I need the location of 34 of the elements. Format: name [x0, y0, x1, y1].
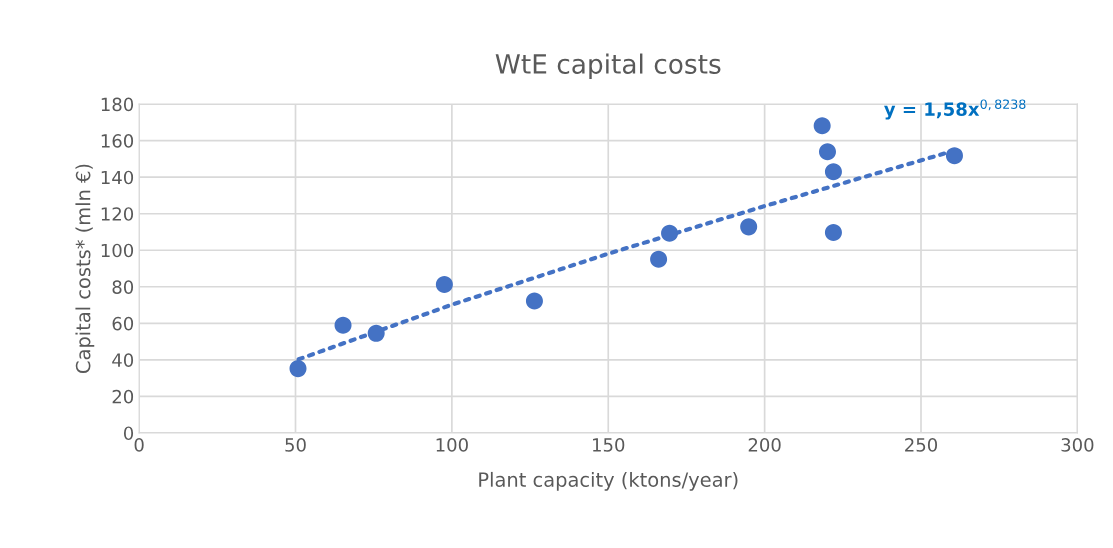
point	[650, 250, 668, 268]
x-tick-label: 150	[593, 438, 625, 452]
point	[661, 224, 679, 242]
point	[367, 324, 385, 342]
x-tick-label: 200	[748, 438, 781, 452]
y-tick-label: 160	[101, 134, 134, 148]
point	[289, 360, 307, 378]
x-tick-label: 0	[134, 438, 144, 452]
y-axis-title: Capital costs* (mln €)	[75, 164, 95, 373]
point	[334, 316, 352, 334]
point	[525, 292, 543, 310]
point	[813, 117, 831, 135]
annotation: y = 1,58x$^{0,8238}$	[884, 99, 1026, 120]
point	[818, 143, 836, 161]
y-tick-label: 100	[101, 243, 134, 258]
y-tick-label: 180	[101, 97, 134, 112]
y-tick-label: 80	[112, 280, 134, 294]
x-tick-label: 50	[285, 438, 306, 452]
x-tick-label: 100	[436, 438, 468, 452]
point	[740, 218, 758, 236]
y-tick-label: 140	[101, 170, 134, 185]
x-tick-label: 250	[905, 438, 938, 452]
x-axis-title: Plant capacity (ktons/year)	[479, 471, 738, 491]
y-tick-label: 0	[123, 426, 134, 441]
point	[945, 147, 963, 165]
x-tick-label: 300	[1061, 438, 1094, 452]
y-tick-label: 60	[112, 316, 134, 331]
point	[824, 224, 842, 242]
chart-title: WtE capital costs	[495, 53, 721, 80]
y-tick-label: 40	[112, 353, 134, 367]
point	[824, 163, 842, 181]
y-tick-label: 120	[101, 207, 134, 221]
point	[435, 275, 453, 293]
y-tick-label: 20	[112, 389, 134, 404]
